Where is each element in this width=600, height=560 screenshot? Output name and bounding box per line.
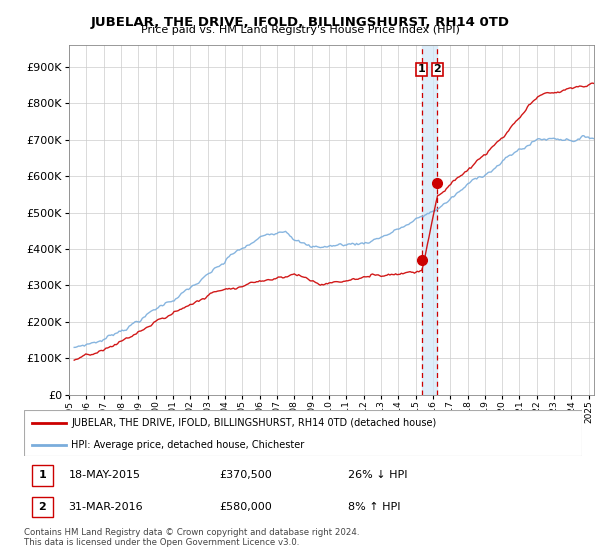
Text: HPI: Average price, detached house, Chichester: HPI: Average price, detached house, Chic…	[71, 440, 305, 450]
Text: 2: 2	[38, 502, 46, 512]
Text: 18-MAY-2015: 18-MAY-2015	[68, 470, 140, 480]
Bar	[422, 45, 437, 395]
Text: JUBELAR, THE DRIVE, IFOLD, BILLINGSHURST, RH14 0TD (detached house): JUBELAR, THE DRIVE, IFOLD, BILLINGSHURST…	[71, 418, 437, 428]
Text: Price paid vs. HM Land Registry's House Price Index (HPI): Price paid vs. HM Land Registry's House …	[140, 25, 460, 35]
FancyBboxPatch shape	[32, 497, 53, 517]
Text: 1: 1	[418, 64, 426, 74]
Text: 26% ↓ HPI: 26% ↓ HPI	[347, 470, 407, 480]
FancyBboxPatch shape	[32, 465, 53, 486]
Text: £370,500: £370,500	[220, 470, 272, 480]
Text: 2: 2	[433, 64, 441, 74]
Text: £580,000: £580,000	[220, 502, 272, 512]
Text: 8% ↑ HPI: 8% ↑ HPI	[347, 502, 400, 512]
Text: Contains HM Land Registry data © Crown copyright and database right 2024.
This d: Contains HM Land Registry data © Crown c…	[24, 528, 359, 547]
Text: 1: 1	[38, 470, 46, 480]
Text: JUBELAR, THE DRIVE, IFOLD, BILLINGSHURST, RH14 0TD: JUBELAR, THE DRIVE, IFOLD, BILLINGSHURST…	[91, 16, 509, 29]
Text: 31-MAR-2016: 31-MAR-2016	[68, 502, 143, 512]
